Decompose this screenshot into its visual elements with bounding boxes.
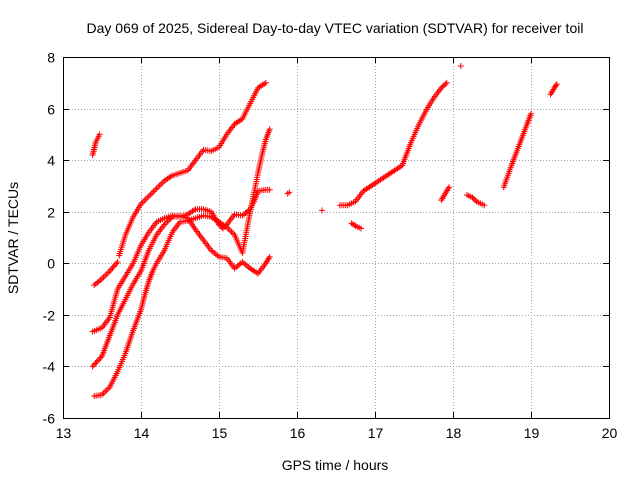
data-point	[472, 197, 479, 204]
data-point	[266, 126, 273, 133]
data-point	[94, 357, 101, 364]
data-point	[90, 361, 97, 368]
y-axis-title: SDTVAR / TECUs	[5, 182, 21, 294]
y-tick-label: -4	[43, 359, 56, 375]
data-point	[481, 202, 488, 209]
y-tick-label: -6	[43, 411, 56, 427]
plot-frame	[63, 57, 610, 419]
data-point	[351, 222, 358, 229]
x-axis-title: GPS time / hours	[282, 457, 389, 473]
data-points	[89, 63, 560, 400]
data-point	[552, 82, 559, 89]
data-point	[357, 225, 364, 232]
data-point	[89, 363, 96, 370]
x-tick-label: 14	[134, 425, 150, 441]
y-tick-label: 0	[47, 256, 55, 272]
data-point	[97, 354, 104, 361]
y-tick-label: -2	[43, 308, 56, 324]
x-tick-label: 20	[602, 425, 618, 441]
x-tick-label: 19	[524, 425, 540, 441]
data-point	[553, 81, 560, 88]
data-point	[446, 184, 453, 191]
x-tick-label: 16	[290, 425, 306, 441]
y-tick-label: 8	[47, 50, 55, 66]
data-point	[96, 356, 103, 363]
data-point	[469, 194, 476, 201]
data-point	[441, 82, 448, 89]
data-point	[438, 84, 445, 91]
chart-title: Day 069 of 2025, Sidereal Day-to-day VTE…	[87, 20, 584, 36]
data-point	[266, 186, 273, 193]
y-tick-label: 6	[47, 102, 55, 118]
x-tick-label: 13	[56, 425, 72, 441]
data-point	[442, 81, 449, 88]
y-tick-label: 2	[47, 205, 55, 221]
data-point	[92, 360, 99, 367]
x-tick-label: 17	[368, 425, 384, 441]
data-point	[114, 258, 121, 265]
data-point	[286, 189, 293, 196]
data-point	[443, 79, 450, 86]
data-point	[93, 359, 100, 366]
x-tick-label: 18	[446, 425, 462, 441]
data-point	[96, 131, 103, 138]
data-point	[262, 79, 269, 86]
x-tick-label: 15	[212, 425, 228, 441]
data-point	[457, 63, 464, 70]
axis-ticks: 13 14 15 16 17 18 19 20 -6 -4 -2 0 2 4 6 8	[43, 50, 618, 442]
data-point	[318, 207, 325, 214]
data-point	[528, 110, 534, 117]
data-point	[470, 195, 477, 202]
data-point	[439, 83, 446, 90]
y-tick-label: 4	[47, 153, 55, 169]
data-point	[266, 253, 273, 260]
